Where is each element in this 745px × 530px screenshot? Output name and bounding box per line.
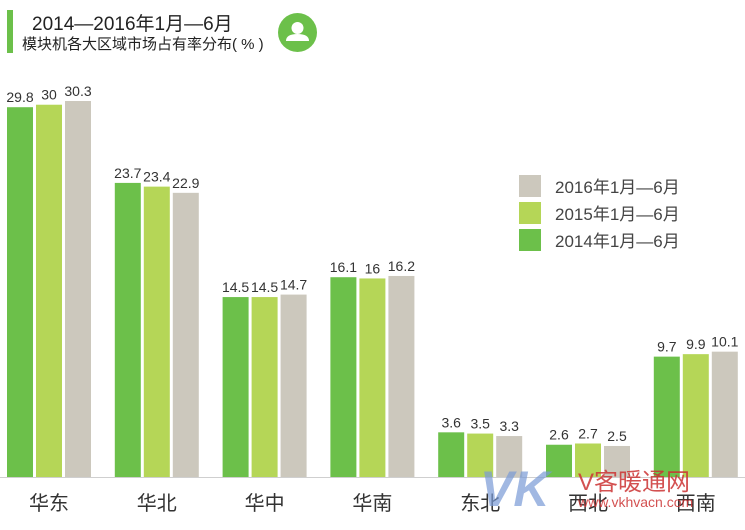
data-label-华南-2: 16.2	[388, 258, 415, 274]
user-icon	[278, 13, 317, 52]
data-label-东北-0: 3.6	[441, 414, 461, 430]
chart-subtitle: 模块机各大区域市场占有率分布( % )	[22, 36, 264, 53]
site-watermark: VK V客暖通网 www.vkhvacn.com	[480, 460, 730, 520]
bar-西北-0	[546, 444, 572, 477]
category-label-华北: 华北	[137, 491, 177, 515]
bar-东北-2	[496, 436, 523, 477]
category-label-华中: 华中	[245, 491, 285, 515]
bar-西南-2	[711, 351, 738, 477]
data-label-东北-2: 3.3	[499, 418, 519, 434]
bar-西南-0	[653, 356, 680, 477]
category-label-华东: 华东	[29, 491, 69, 515]
data-label-西北-1: 2.7	[578, 425, 598, 441]
bar-西南-1	[682, 354, 709, 477]
data-label-西南-2: 10.1	[711, 334, 738, 350]
bar-华南-1	[359, 278, 386, 477]
legend-label-2015: 2015年1月—6月	[555, 205, 680, 224]
data-label-华北-2: 22.9	[172, 175, 199, 191]
bar-东北-1	[467, 433, 494, 477]
bar-西北-2	[604, 445, 630, 477]
legend-label-2014: 2014年1月—6月	[555, 232, 680, 251]
data-label-华北-1: 23.4	[143, 169, 170, 185]
data-label-东北-1: 3.5	[470, 416, 490, 432]
data-label-华东-1: 30	[41, 87, 57, 103]
legend-item-2015: 2015年1月—6月	[519, 199, 680, 226]
bar-东北-0	[438, 432, 465, 477]
category-label-东北: 东北	[460, 491, 500, 515]
chart-legend: 2016年1月—6月 2015年1月—6月 2014年1月—6月	[519, 172, 680, 253]
category-label-西南: 西南	[676, 491, 716, 515]
bar-华北-0	[114, 182, 141, 477]
watermark-logo: VK	[480, 461, 550, 517]
bar-华东-2	[65, 101, 91, 477]
bar-西北-1	[575, 443, 601, 477]
data-label-华中-1: 14.5	[251, 279, 278, 295]
legend-swatch-2015	[519, 201, 541, 224]
bar-华中-2	[280, 294, 307, 477]
legend-swatch-2016	[519, 174, 541, 197]
data-label-华东-0: 29.8	[6, 89, 33, 105]
data-label-西北-2: 2.5	[607, 428, 627, 444]
data-label-华北-0: 23.7	[114, 165, 141, 181]
data-label-西北-0: 2.6	[549, 427, 569, 443]
data-label-华东-2: 30.3	[64, 83, 91, 99]
legend-item-2016: 2016年1月—6月	[519, 172, 680, 199]
legend-swatch-2014	[519, 228, 541, 251]
bar-华中-0	[222, 297, 249, 477]
chart-title: 2014—2016年1月—6月	[32, 14, 233, 35]
legend-label-2016: 2016年1月—6月	[555, 178, 680, 197]
bar-华南-0	[330, 277, 357, 477]
data-label-西南-0: 9.7	[657, 339, 677, 355]
data-label-西南-1: 9.9	[686, 336, 706, 352]
bar-华北-1	[143, 186, 170, 477]
bar-华中-1	[251, 297, 278, 477]
bar-华东-1	[36, 104, 62, 477]
bar-华东-0	[7, 107, 33, 477]
category-label-西北: 西北	[568, 491, 608, 515]
data-label-华南-1: 16	[365, 260, 381, 276]
watermark-brand: V客暖通网	[578, 469, 691, 496]
bar-华南-2	[388, 275, 415, 477]
title-accent-bar	[7, 10, 13, 53]
watermark-url: www.vkhvacn.com	[578, 494, 694, 510]
legend-item-2014: 2014年1月—6月	[519, 226, 680, 253]
data-label-华中-0: 14.5	[222, 279, 249, 295]
data-label-华中-2: 14.7	[280, 277, 307, 293]
data-label-华南-0: 16.1	[330, 259, 357, 275]
bar-华北-2	[172, 192, 199, 478]
category-label-华南: 华南	[352, 491, 392, 515]
